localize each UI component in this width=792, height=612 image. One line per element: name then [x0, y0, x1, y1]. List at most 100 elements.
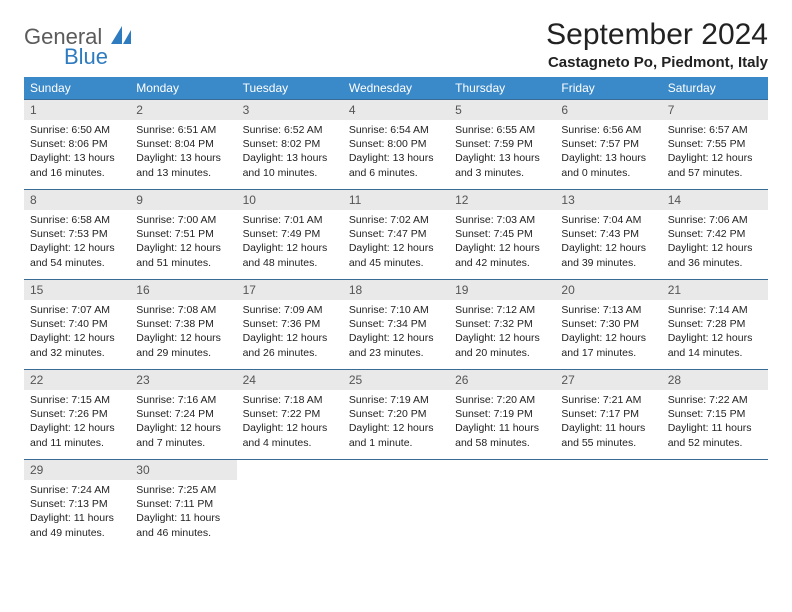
day-number: 29 [24, 460, 130, 480]
day-details: Sunrise: 7:16 AMSunset: 7:24 PMDaylight:… [130, 390, 236, 456]
day-details: Sunrise: 7:00 AMSunset: 7:51 PMDaylight:… [130, 210, 236, 276]
calendar-day: 5Sunrise: 6:55 AMSunset: 7:59 PMDaylight… [449, 100, 555, 190]
day-number: 30 [130, 460, 236, 480]
day-number: 19 [449, 280, 555, 300]
weekday-header: Wednesday [343, 77, 449, 100]
calendar-day: 9Sunrise: 7:00 AMSunset: 7:51 PMDaylight… [130, 190, 236, 280]
day-details: Sunrise: 6:56 AMSunset: 7:57 PMDaylight:… [555, 120, 661, 186]
calendar-day: 10Sunrise: 7:01 AMSunset: 7:49 PMDayligh… [237, 190, 343, 280]
calendar-day: 23Sunrise: 7:16 AMSunset: 7:24 PMDayligh… [130, 370, 236, 460]
day-number: 9 [130, 190, 236, 210]
weekday-header: Saturday [662, 77, 768, 100]
calendar-day: 12Sunrise: 7:03 AMSunset: 7:45 PMDayligh… [449, 190, 555, 280]
brand-logo: General Blue [24, 18, 133, 67]
weekday-header: Thursday [449, 77, 555, 100]
day-details: Sunrise: 6:51 AMSunset: 8:04 PMDaylight:… [130, 120, 236, 186]
calendar-day: 24Sunrise: 7:18 AMSunset: 7:22 PMDayligh… [237, 370, 343, 460]
calendar-day: 2Sunrise: 6:51 AMSunset: 8:04 PMDaylight… [130, 100, 236, 190]
day-details: Sunrise: 7:06 AMSunset: 7:42 PMDaylight:… [662, 210, 768, 276]
calendar-day: 3Sunrise: 6:52 AMSunset: 8:02 PMDaylight… [237, 100, 343, 190]
day-number: 18 [343, 280, 449, 300]
calendar-day: 21Sunrise: 7:14 AMSunset: 7:28 PMDayligh… [662, 280, 768, 370]
day-number: 2 [130, 100, 236, 120]
calendar-day: 30Sunrise: 7:25 AMSunset: 7:11 PMDayligh… [130, 460, 236, 550]
calendar-week: 22Sunrise: 7:15 AMSunset: 7:26 PMDayligh… [24, 370, 768, 460]
day-details: Sunrise: 7:14 AMSunset: 7:28 PMDaylight:… [662, 300, 768, 366]
logo-blue: Blue [64, 47, 133, 67]
header: General Blue September 2024 Castagneto P… [24, 18, 768, 71]
day-number: 3 [237, 100, 343, 120]
day-details: Sunrise: 7:09 AMSunset: 7:36 PMDaylight:… [237, 300, 343, 366]
day-number: 7 [662, 100, 768, 120]
day-number: 10 [237, 190, 343, 210]
weekday-header: Monday [130, 77, 236, 100]
day-number: 4 [343, 100, 449, 120]
calendar-day: 26Sunrise: 7:20 AMSunset: 7:19 PMDayligh… [449, 370, 555, 460]
day-number: 23 [130, 370, 236, 390]
day-details: Sunrise: 6:55 AMSunset: 7:59 PMDaylight:… [449, 120, 555, 186]
calendar-day: 25Sunrise: 7:19 AMSunset: 7:20 PMDayligh… [343, 370, 449, 460]
day-details: Sunrise: 7:15 AMSunset: 7:26 PMDaylight:… [24, 390, 130, 456]
calendar-week: 8Sunrise: 6:58 AMSunset: 7:53 PMDaylight… [24, 190, 768, 280]
calendar-day: 22Sunrise: 7:15 AMSunset: 7:26 PMDayligh… [24, 370, 130, 460]
calendar-day: .. [237, 460, 343, 550]
day-details: Sunrise: 7:03 AMSunset: 7:45 PMDaylight:… [449, 210, 555, 276]
day-number: 14 [662, 190, 768, 210]
day-details: Sunrise: 7:19 AMSunset: 7:20 PMDaylight:… [343, 390, 449, 456]
day-number: 20 [555, 280, 661, 300]
calendar-day: 11Sunrise: 7:02 AMSunset: 7:47 PMDayligh… [343, 190, 449, 280]
day-number: 13 [555, 190, 661, 210]
calendar-day: 8Sunrise: 6:58 AMSunset: 7:53 PMDaylight… [24, 190, 130, 280]
calendar-day: 4Sunrise: 6:54 AMSunset: 8:00 PMDaylight… [343, 100, 449, 190]
logo-text-wrap: General Blue [24, 24, 133, 67]
day-number: 11 [343, 190, 449, 210]
day-details: Sunrise: 6:54 AMSunset: 8:00 PMDaylight:… [343, 120, 449, 186]
calendar-day: 13Sunrise: 7:04 AMSunset: 7:43 PMDayligh… [555, 190, 661, 280]
location: Castagneto Po, Piedmont, Italy [546, 54, 768, 71]
day-details: Sunrise: 7:07 AMSunset: 7:40 PMDaylight:… [24, 300, 130, 366]
day-number: 15 [24, 280, 130, 300]
calendar-day: 20Sunrise: 7:13 AMSunset: 7:30 PMDayligh… [555, 280, 661, 370]
calendar-day: 28Sunrise: 7:22 AMSunset: 7:15 PMDayligh… [662, 370, 768, 460]
calendar-day: 18Sunrise: 7:10 AMSunset: 7:34 PMDayligh… [343, 280, 449, 370]
day-number: 1 [24, 100, 130, 120]
logo-sail-icon [111, 26, 133, 49]
day-details: Sunrise: 7:04 AMSunset: 7:43 PMDaylight:… [555, 210, 661, 276]
day-details: Sunrise: 6:57 AMSunset: 7:55 PMDaylight:… [662, 120, 768, 186]
calendar-day: 19Sunrise: 7:12 AMSunset: 7:32 PMDayligh… [449, 280, 555, 370]
calendar-week: 1Sunrise: 6:50 AMSunset: 8:06 PMDaylight… [24, 100, 768, 190]
day-number: 22 [24, 370, 130, 390]
title-block: September 2024 Castagneto Po, Piedmont, … [546, 18, 768, 71]
calendar-day: 15Sunrise: 7:07 AMSunset: 7:40 PMDayligh… [24, 280, 130, 370]
calendar-day: 17Sunrise: 7:09 AMSunset: 7:36 PMDayligh… [237, 280, 343, 370]
calendar-day: 29Sunrise: 7:24 AMSunset: 7:13 PMDayligh… [24, 460, 130, 550]
calendar-day: 14Sunrise: 7:06 AMSunset: 7:42 PMDayligh… [662, 190, 768, 280]
day-details: Sunrise: 6:52 AMSunset: 8:02 PMDaylight:… [237, 120, 343, 186]
day-details: Sunrise: 7:22 AMSunset: 7:15 PMDaylight:… [662, 390, 768, 456]
day-details: Sunrise: 7:21 AMSunset: 7:17 PMDaylight:… [555, 390, 661, 456]
calendar-head: SundayMondayTuesdayWednesdayThursdayFrid… [24, 77, 768, 100]
day-details: Sunrise: 7:20 AMSunset: 7:19 PMDaylight:… [449, 390, 555, 456]
calendar-week: 15Sunrise: 7:07 AMSunset: 7:40 PMDayligh… [24, 280, 768, 370]
calendar-page: General Blue September 2024 Castagneto P… [0, 0, 792, 568]
calendar-week: 29Sunrise: 7:24 AMSunset: 7:13 PMDayligh… [24, 460, 768, 550]
day-number: 6 [555, 100, 661, 120]
calendar-day: .. [662, 460, 768, 550]
day-details: Sunrise: 7:25 AMSunset: 7:11 PMDaylight:… [130, 480, 236, 546]
day-details: Sunrise: 7:02 AMSunset: 7:47 PMDaylight:… [343, 210, 449, 276]
day-number: 24 [237, 370, 343, 390]
day-number: 12 [449, 190, 555, 210]
weekday-header: Sunday [24, 77, 130, 100]
weekday-header: Friday [555, 77, 661, 100]
calendar-body: 1Sunrise: 6:50 AMSunset: 8:06 PMDaylight… [24, 100, 768, 550]
day-number: 26 [449, 370, 555, 390]
calendar-day: 1Sunrise: 6:50 AMSunset: 8:06 PMDaylight… [24, 100, 130, 190]
day-number: 8 [24, 190, 130, 210]
calendar-table: SundayMondayTuesdayWednesdayThursdayFrid… [24, 77, 768, 550]
day-details: Sunrise: 7:10 AMSunset: 7:34 PMDaylight:… [343, 300, 449, 366]
day-number: 28 [662, 370, 768, 390]
day-details: Sunrise: 7:01 AMSunset: 7:49 PMDaylight:… [237, 210, 343, 276]
calendar-day: .. [555, 460, 661, 550]
day-number: 5 [449, 100, 555, 120]
calendar-day: 16Sunrise: 7:08 AMSunset: 7:38 PMDayligh… [130, 280, 236, 370]
